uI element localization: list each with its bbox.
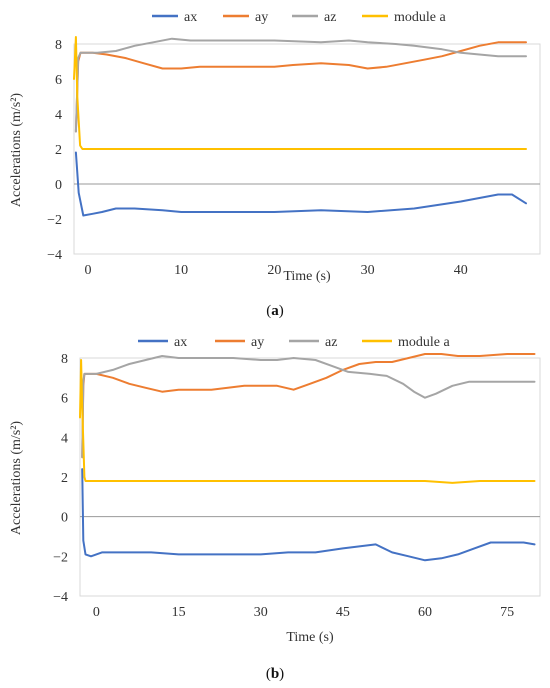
- legend-label-module-a: module a: [394, 10, 446, 25]
- y-tick-label: 8: [55, 38, 62, 53]
- y-tick-label: −2: [53, 550, 68, 565]
- x-tick-label: 30: [361, 263, 375, 278]
- y-axis-title-b: Accelerations (m/s²): [9, 421, 24, 536]
- legend-a: ax ay az module a: [152, 10, 446, 25]
- y-ticks-a: −4 −2 0 2 4 6 8: [47, 38, 62, 263]
- legend-b: ax ay az module a: [138, 335, 450, 350]
- y-tick-label: 2: [61, 471, 68, 486]
- x-ticks-b: 0 15 30 45 60 75: [93, 605, 514, 620]
- x-tick-label: 0: [93, 605, 100, 620]
- plot-frame-b: [79, 357, 541, 597]
- y-tick-label: 4: [55, 108, 62, 123]
- series-line-az: [81, 355, 536, 459]
- series-line-module-a: [79, 359, 536, 484]
- series-line-az: [74, 37, 527, 133]
- x-ticks-a: 0 10 20 30 40: [84, 263, 467, 278]
- y-axis-title-a: Accelerations (m/s²): [9, 93, 24, 208]
- legend-label-az-a: az: [324, 10, 336, 25]
- legend-label-ay-a: ay: [255, 10, 268, 25]
- series-line-ay: [81, 353, 536, 459]
- y-tick-label: 4: [61, 431, 68, 446]
- x-axis-title-a: Time (s): [283, 269, 331, 284]
- y-tick-label: 6: [61, 392, 68, 407]
- legend-label-ax-a: ax: [184, 10, 197, 25]
- x-axis-title-b: Time (s): [286, 630, 334, 645]
- x-tick-label: 30: [254, 605, 268, 620]
- series-line-ax: [81, 468, 536, 562]
- series-line-ay: [74, 41, 527, 133]
- x-tick-label: 75: [500, 605, 514, 620]
- y-tick-label: −2: [47, 213, 62, 228]
- y-tick-label: 2: [55, 143, 62, 158]
- y-tick-label: 8: [61, 352, 68, 367]
- series-a: [73, 36, 527, 217]
- plot-frame-a: [73, 43, 541, 255]
- legend-label-ax-b: ax: [174, 335, 187, 350]
- series-line-ax: [74, 151, 527, 217]
- y-ticks-b: −4 −2 0 2 4 6 8: [53, 352, 68, 605]
- y-tick-label: 6: [55, 73, 62, 88]
- y-tick-label: −4: [53, 590, 68, 605]
- caption-b: (b): [266, 666, 284, 682]
- x-tick-label: 15: [172, 605, 186, 620]
- x-tick-label: 40: [454, 263, 468, 278]
- x-tick-label: 60: [418, 605, 432, 620]
- legend-label-module-b: module a: [398, 335, 450, 350]
- caption-a: (a): [266, 303, 284, 319]
- x-tick-label: 10: [174, 263, 188, 278]
- panel-a: ax ay az module a −4 −2 0 2 4 6 8 0 10 20 30 40 Ac…: [9, 10, 541, 319]
- x-tick-label: 0: [84, 263, 91, 278]
- y-tick-label: 0: [61, 511, 68, 526]
- series-b: [79, 353, 536, 562]
- series-line-module-a: [73, 36, 527, 150]
- legend-label-az-b: az: [325, 335, 337, 350]
- x-tick-label: 45: [336, 605, 350, 620]
- y-tick-label: −4: [47, 248, 62, 263]
- legend-label-ay-b: ay: [251, 335, 264, 350]
- y-tick-label: 0: [55, 178, 62, 193]
- x-tick-label: 20: [267, 263, 281, 278]
